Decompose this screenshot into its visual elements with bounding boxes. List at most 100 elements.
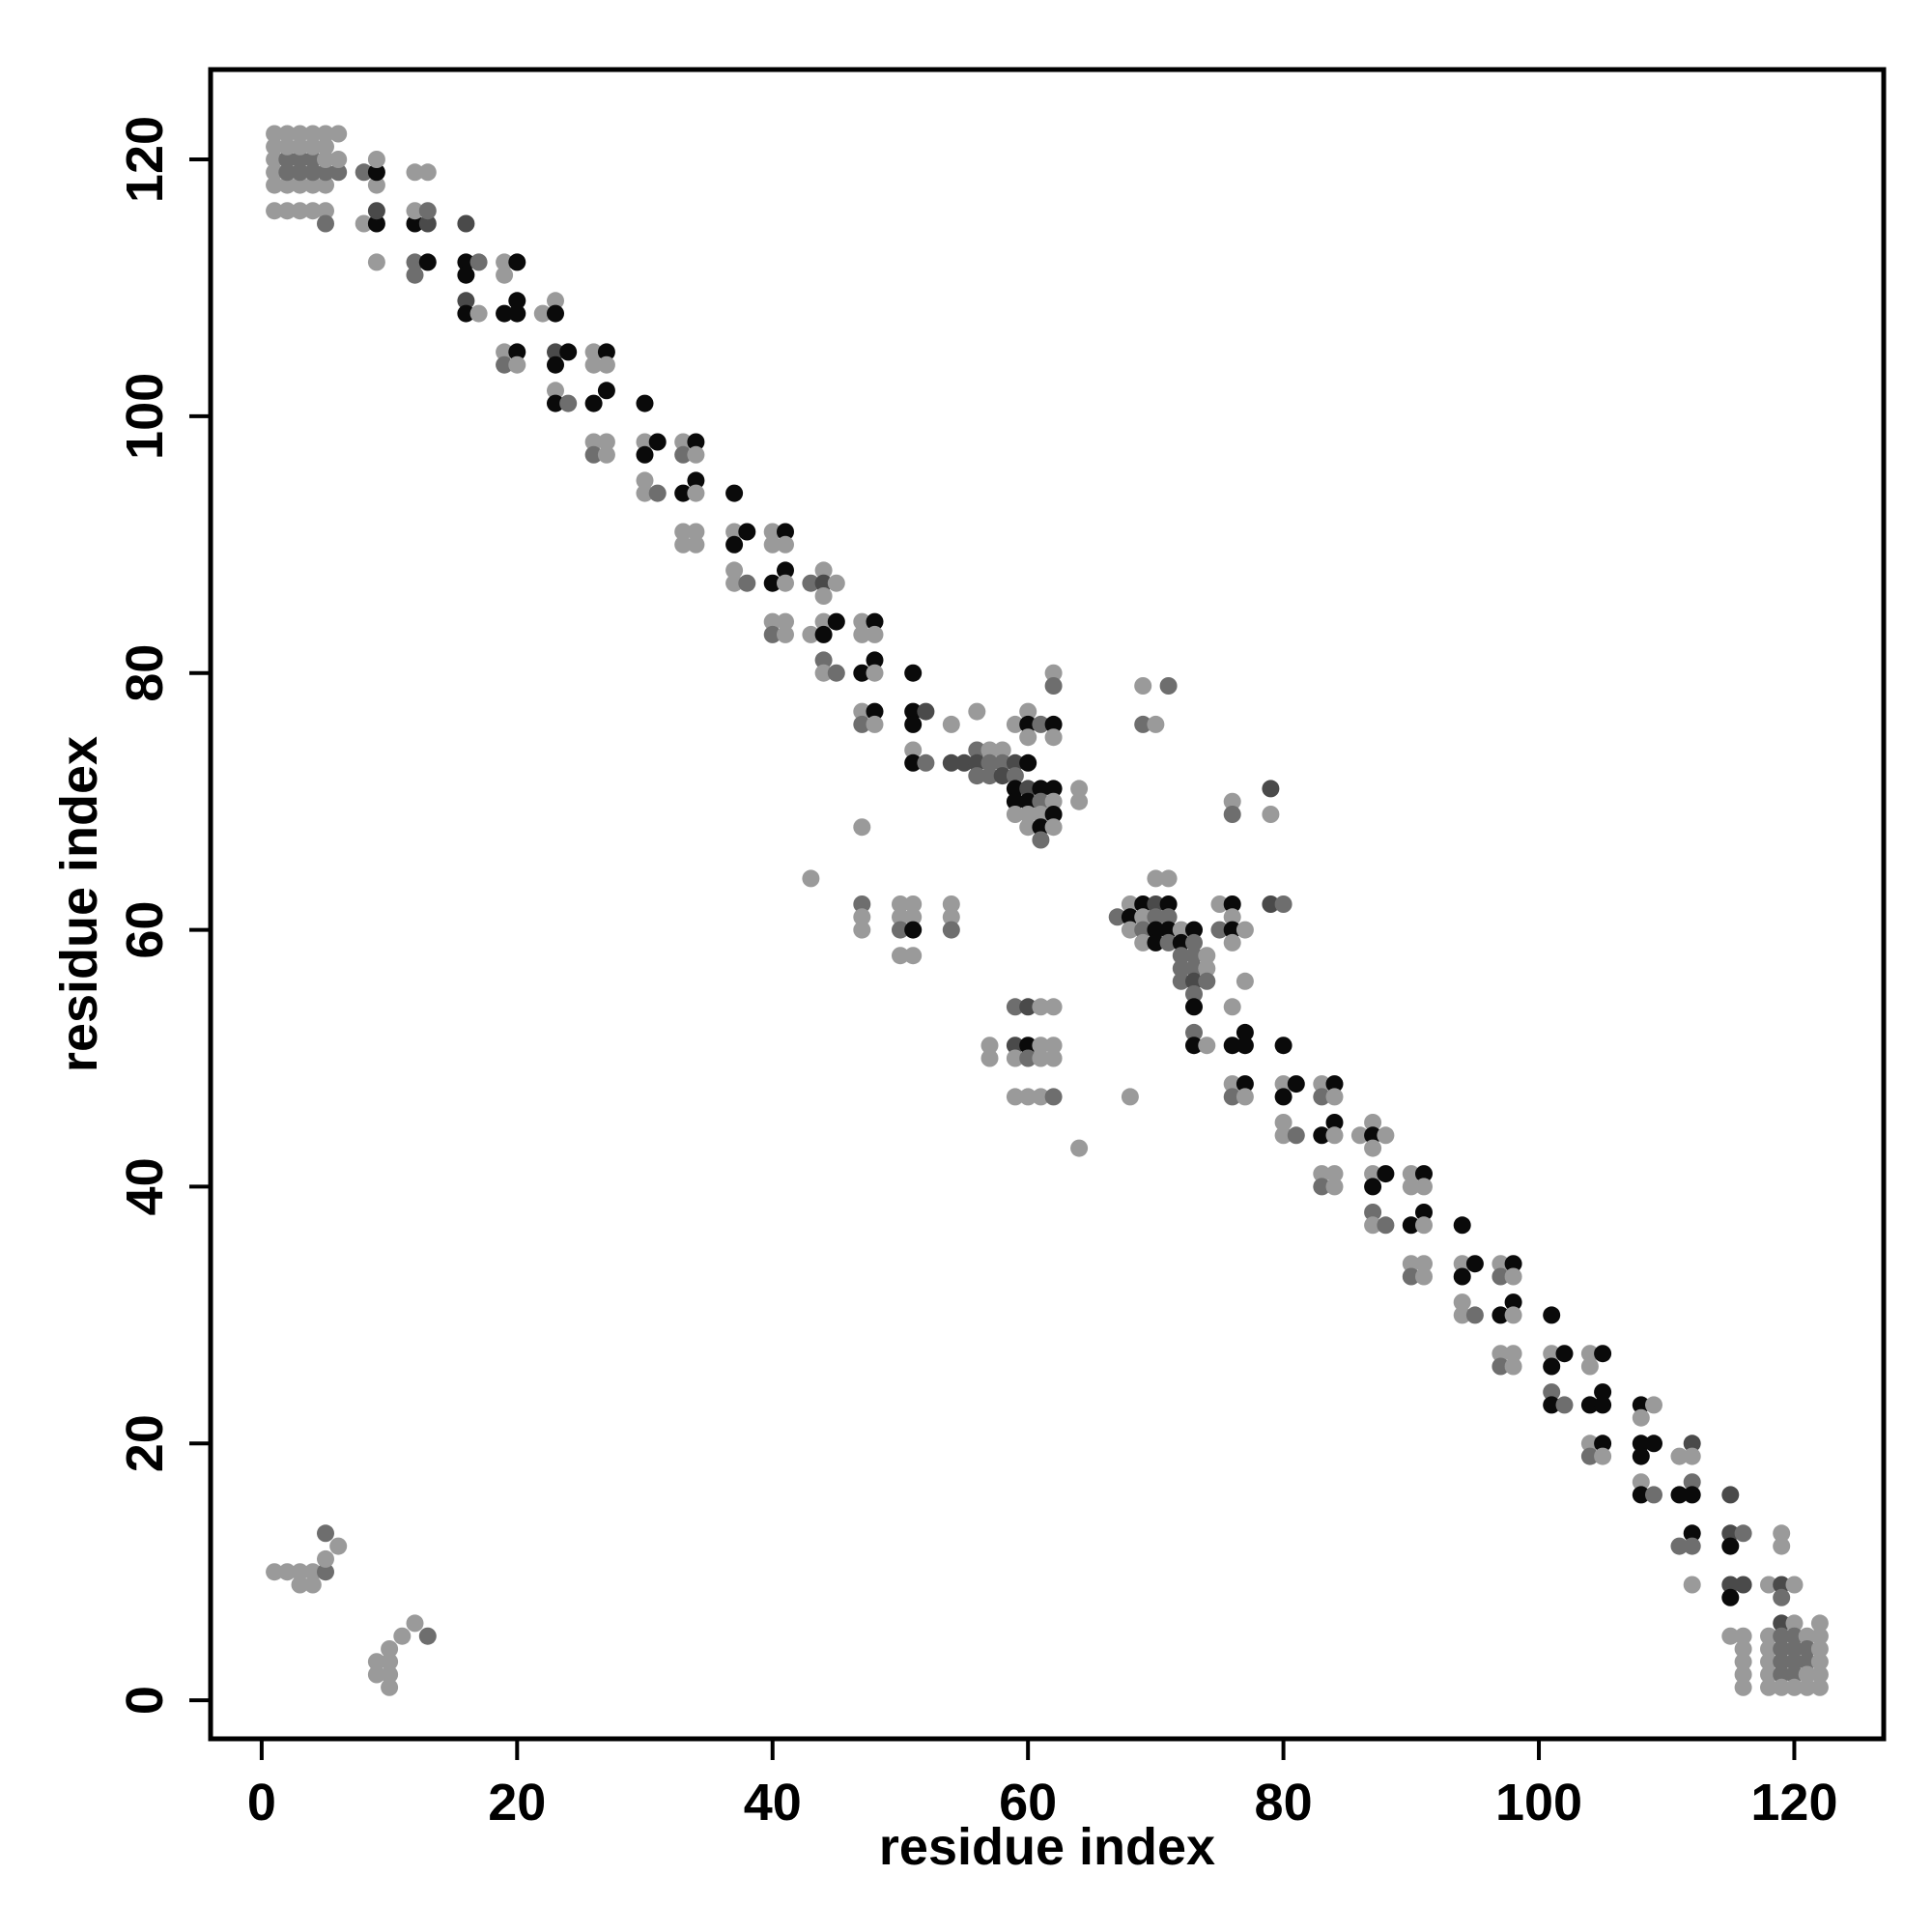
data-point	[1185, 921, 1203, 939]
data-point	[814, 574, 833, 592]
data-point	[1287, 1075, 1305, 1094]
data-point	[1734, 1627, 1752, 1645]
data-point	[892, 895, 909, 913]
data-point	[904, 947, 923, 965]
data-point	[1773, 1537, 1791, 1555]
data-point	[1683, 1576, 1701, 1594]
data-point	[597, 355, 615, 374]
data-point	[827, 574, 845, 592]
data-point	[904, 664, 923, 682]
data-point	[1580, 1357, 1599, 1376]
data-point	[1006, 715, 1024, 733]
data-point	[814, 664, 833, 682]
data-point	[303, 1563, 322, 1581]
x-tick-label: 40	[744, 1774, 802, 1832]
y-tick-label: 60	[116, 901, 174, 959]
data-point	[725, 574, 744, 592]
data-point	[1773, 1678, 1791, 1696]
x-tick-label: 20	[488, 1774, 546, 1832]
data-point	[674, 523, 693, 541]
data-point	[1325, 1178, 1344, 1196]
y-axis: 0 20 40 60 80 100 120	[116, 116, 211, 1715]
data-point	[406, 1614, 424, 1633]
y-tick-label: 0	[116, 1686, 174, 1715]
data-point	[303, 137, 322, 156]
y-tick-label: 40	[116, 1157, 174, 1215]
data-point	[725, 561, 744, 580]
data-point	[777, 574, 794, 592]
data-point	[968, 753, 986, 772]
data-point	[1580, 1345, 1599, 1363]
data-point	[1364, 1126, 1382, 1145]
data-point	[827, 612, 845, 631]
data-point	[418, 214, 437, 233]
data-point	[1274, 1114, 1293, 1131]
data-point	[1159, 908, 1178, 926]
data-point	[1032, 831, 1050, 849]
data-point	[1453, 1267, 1471, 1286]
data-point	[1172, 959, 1190, 978]
data-point	[1032, 715, 1050, 733]
data-point	[674, 433, 693, 451]
data-point	[584, 343, 603, 361]
data-point	[1798, 1640, 1816, 1658]
data-point	[1773, 1627, 1791, 1645]
data-point	[1223, 1075, 1241, 1094]
data-point	[1032, 806, 1050, 823]
data-point	[687, 535, 705, 554]
data-point	[1172, 947, 1190, 965]
data-point	[1810, 1614, 1829, 1633]
data-point	[1721, 1588, 1740, 1606]
data-point	[1555, 1396, 1574, 1414]
data-point	[1580, 1396, 1599, 1414]
data-point	[1210, 895, 1229, 913]
data-point	[853, 625, 871, 643]
data-point	[1108, 908, 1126, 926]
data-point	[457, 292, 475, 310]
data-point	[1198, 972, 1216, 990]
data-point	[584, 433, 603, 451]
data-point	[1044, 998, 1063, 1016]
data-point	[1810, 1678, 1829, 1696]
data-point	[1670, 1486, 1689, 1504]
data-point	[1236, 1037, 1254, 1055]
data-point	[1492, 1357, 1510, 1376]
data-point	[329, 125, 348, 143]
data-point	[329, 151, 348, 168]
data-point	[636, 433, 654, 451]
data-point	[1274, 895, 1293, 913]
y-tick-label: 100	[116, 373, 174, 460]
data-point	[853, 612, 871, 631]
data-point	[763, 625, 781, 643]
data-point	[1798, 1678, 1816, 1696]
data-point	[892, 908, 909, 926]
data-point	[904, 908, 923, 926]
data-point	[763, 612, 781, 631]
data-point	[1134, 933, 1152, 952]
data-point	[1543, 1357, 1561, 1376]
data-point	[1185, 947, 1203, 965]
data-point	[303, 202, 322, 220]
data-point	[367, 1665, 385, 1684]
data-point	[547, 292, 564, 310]
data-point	[1594, 1396, 1612, 1414]
data-point	[1044, 715, 1063, 733]
data-point	[1632, 1486, 1650, 1504]
data-point	[1019, 818, 1037, 837]
data-point	[329, 163, 348, 182]
data-point	[866, 702, 884, 721]
data-point	[1760, 1640, 1777, 1658]
data-point	[547, 382, 564, 400]
data-point	[763, 523, 781, 541]
data-point	[1760, 1665, 1777, 1684]
data-point	[1070, 1139, 1089, 1157]
data-point	[1492, 1267, 1510, 1286]
data-point	[266, 151, 284, 168]
data-point	[457, 253, 475, 271]
data-point	[355, 163, 373, 182]
data-point	[457, 304, 475, 323]
data-point	[814, 651, 833, 669]
data-point	[980, 741, 999, 759]
data-point	[1019, 780, 1037, 798]
data-point	[1415, 1255, 1433, 1273]
